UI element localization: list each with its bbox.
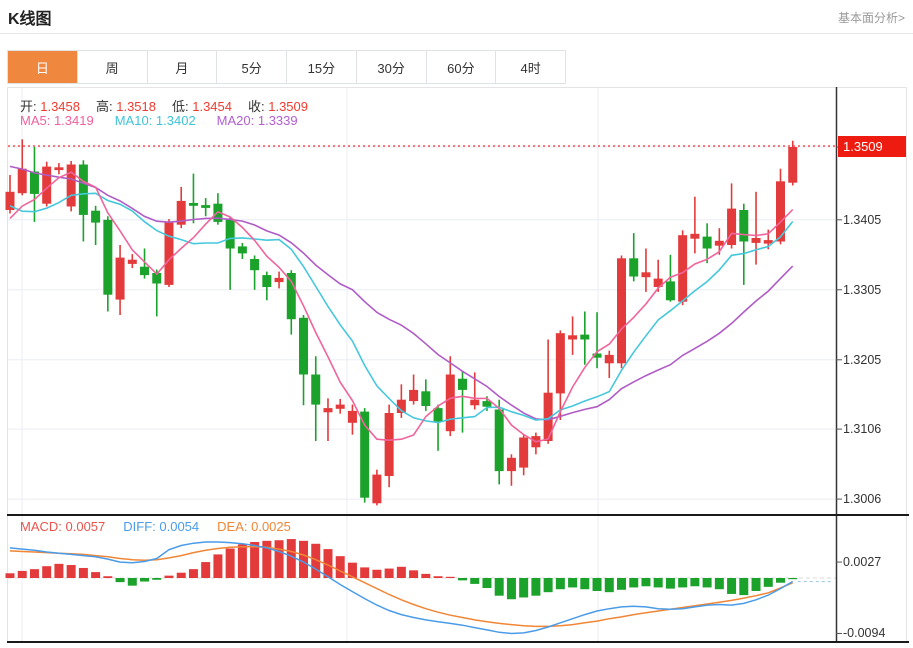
macd-axis-label: 0.0027 xyxy=(843,555,882,570)
price-axis-label: 1.3305 xyxy=(843,282,882,297)
indicator-pair: MACD: 0.0057 xyxy=(20,519,106,534)
candles-layer xyxy=(5,139,798,506)
tab-4hour[interactable]: 4时 xyxy=(496,51,565,83)
fundamental-analysis-link[interactable]: 基本面分析> xyxy=(837,11,905,25)
tab-15min[interactable]: 15分 xyxy=(287,51,357,83)
tab-day[interactable]: 日 xyxy=(8,51,78,83)
indicator-pair: MA10: 1.3402 xyxy=(114,113,196,128)
chart-bottom-border xyxy=(7,641,909,643)
diff-line xyxy=(9,541,794,635)
tab-60min[interactable]: 60分 xyxy=(426,51,497,83)
axis-ticks-layer xyxy=(836,146,842,634)
tab-month[interactable]: 月 xyxy=(147,51,218,83)
indicator-pair: 收: 1.3509 xyxy=(248,99,308,114)
indicator-pair: 开: 1.3458 xyxy=(20,99,80,114)
indicator-pair: MA5: 1.3419 xyxy=(20,113,94,128)
ma20-line xyxy=(9,165,794,421)
gridlines-layer xyxy=(8,88,837,641)
ma-legend-row: MA5: 1.3419 MA10: 1.3402 MA20: 1.3339 xyxy=(20,113,319,128)
ma10-line xyxy=(9,192,794,424)
indicator-pair: 低: 1.3454 xyxy=(172,99,232,114)
tab-week[interactable]: 周 xyxy=(77,51,148,83)
page-title: K线图 xyxy=(8,11,52,28)
macd-legend-row: MACD: 0.0057 DIFF: 0.0054 DEA: 0.0025 xyxy=(20,519,309,534)
tab-5min[interactable]: 5分 xyxy=(217,51,287,83)
indicator-pair: DEA: 0.0025 xyxy=(217,519,291,534)
current-price-badge: 1.3509 xyxy=(838,136,906,157)
price-axis-label: 1.3205 xyxy=(843,352,882,367)
price-axis-label: 1.3106 xyxy=(843,422,882,437)
ohlc-info-row: 开: 1.3458 高: 1.3518 低: 1.3454 收: 1.3509 xyxy=(20,96,324,115)
panel-divider xyxy=(7,514,909,516)
indicator-pair: 高: 1.3518 xyxy=(96,99,156,114)
ma5-line xyxy=(9,171,794,443)
title-divider xyxy=(0,33,913,34)
price-axis-label: 1.3405 xyxy=(843,212,882,227)
price-axis-label: 1.3006 xyxy=(843,492,882,507)
timeframe-tabbar: 日周月 5分 15分 30分 60分 4时 xyxy=(7,50,566,84)
macd-axis-label: -0.0094 xyxy=(843,626,886,641)
indicator-pair: DIFF: 0.0054 xyxy=(123,519,200,534)
tab-30min[interactable]: 30分 xyxy=(356,51,427,83)
macd-histogram-layer xyxy=(5,539,798,600)
indicator-pair: MA20: 1.3339 xyxy=(216,113,298,128)
dea-line xyxy=(9,545,793,628)
